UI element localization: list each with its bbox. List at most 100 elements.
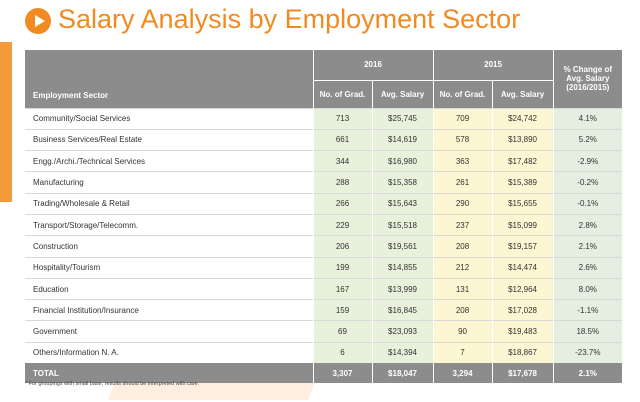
cell: 237 bbox=[432, 213, 493, 236]
cell: -0.2% bbox=[552, 171, 623, 194]
cell: Hospitality/Tourism bbox=[25, 256, 313, 279]
cell: 266 bbox=[312, 192, 372, 215]
cell: 212 bbox=[432, 256, 493, 279]
total-row: TOTAL 3,307 $18,047 3,294 $17,678 2.1% bbox=[25, 363, 623, 384]
cell: $19,483 bbox=[491, 320, 554, 343]
cell: $15,655 bbox=[491, 192, 554, 215]
cell: $14,474 bbox=[491, 256, 554, 279]
cell: $15,389 bbox=[491, 171, 554, 194]
cell: 713 bbox=[312, 107, 372, 130]
header-cell: No. of Grad. bbox=[432, 79, 493, 108]
group-header: 2015 bbox=[432, 50, 554, 80]
data-row: Engg./Archi./Technical Services 344 $16,98… bbox=[25, 150, 623, 172]
cell: $15,099 bbox=[491, 213, 554, 236]
data-row: Financial Institution/Insurance 159 $16,84… bbox=[25, 299, 623, 321]
cell: Community/Social Services bbox=[25, 107, 313, 130]
cell: Government bbox=[25, 320, 313, 343]
data-row: Hospitality/Tourism 199 $14,855 212 $14,474 2… bbox=[25, 256, 623, 279]
cell: -23.7% bbox=[552, 341, 623, 364]
cell: $24,742 bbox=[491, 107, 554, 130]
cell: 208 bbox=[432, 235, 493, 258]
cell: 18.5% bbox=[552, 320, 623, 343]
header-row: No. of Grad. Avg. Salary No. of Grad. Avg. … bbox=[25, 79, 622, 108]
data-row: Manufacturing 288 $15,358 261 $15,389 -0.2% bbox=[25, 171, 623, 194]
cell: 344 bbox=[312, 150, 372, 172]
header-cell: No. of Grad. bbox=[312, 79, 372, 108]
cell: $17,028 bbox=[491, 299, 554, 321]
data-row: Community/Social Services 713 $25,745 709 $2… bbox=[25, 107, 623, 130]
cell: Engg./Archi./Technical Services bbox=[25, 150, 313, 172]
cell: 5.2% bbox=[552, 128, 623, 151]
cell: $15,643 bbox=[371, 192, 434, 215]
cell: 2.6% bbox=[552, 256, 623, 279]
cell: 2.8% bbox=[552, 213, 623, 236]
data-row: Education 167 $13,999 131 $12,964 8.0% bbox=[25, 277, 623, 300]
cell: 159 bbox=[312, 299, 372, 321]
cell: 4.1% bbox=[552, 107, 623, 130]
cell: $15,518 bbox=[371, 213, 434, 236]
cell: -2.9% bbox=[552, 150, 623, 172]
cell: -0.1% bbox=[552, 192, 623, 215]
cell: 7 bbox=[432, 341, 493, 364]
cell: 206 bbox=[312, 235, 372, 258]
header-row: Employment Sector 2016 2015% Change of Avg… bbox=[25, 50, 623, 108]
cell: -1.1% bbox=[552, 299, 623, 321]
cell: Trading/Wholesale & Retail bbox=[25, 192, 313, 215]
cell: Financial Institution/Insurance bbox=[25, 299, 313, 321]
cell: 578 bbox=[432, 128, 493, 151]
play-icon bbox=[25, 8, 51, 34]
cell: $16,980 bbox=[371, 150, 434, 172]
total-cell: TOTAL bbox=[25, 363, 313, 384]
cell: 167 bbox=[312, 277, 372, 300]
salary-table: Employment Sector 2016 2015% Change of Avg… bbox=[25, 50, 623, 384]
cell: $14,855 bbox=[371, 256, 434, 279]
header-cell: Employment Sector bbox=[25, 50, 313, 108]
data-row: Trading/Wholesale & Retail 266 $15,643 290 $… bbox=[25, 192, 623, 215]
cell: 363 bbox=[432, 150, 493, 172]
title: Salary Analysis by Employment Sector bbox=[58, 4, 521, 34]
cell: 2.1% bbox=[552, 235, 623, 258]
total-cell: 2.1% bbox=[552, 363, 623, 384]
total-cell: 3,294 bbox=[432, 363, 493, 384]
cell: $16,845 bbox=[371, 299, 434, 321]
cell: 8.0% bbox=[552, 277, 623, 300]
data-row: Transport/Storage/Telecomm. 229 $15,518 237… bbox=[25, 213, 623, 236]
cell: 199 bbox=[312, 256, 372, 279]
cell: 131 bbox=[432, 277, 493, 300]
cell: Transport/Storage/Telecomm. bbox=[25, 213, 313, 236]
cell: $13,890 bbox=[491, 128, 554, 151]
data-row: Business Services/Real Estate 661 $14,619 5… bbox=[25, 128, 623, 151]
total-cell: $18,047 bbox=[371, 363, 434, 384]
cell: 69 bbox=[312, 320, 372, 343]
cell: Education bbox=[25, 277, 313, 300]
cell: $12,964 bbox=[491, 277, 554, 300]
cell: 661 bbox=[312, 128, 372, 151]
cell: $14,619 bbox=[371, 128, 434, 151]
footnote: * For groupings with small base, results… bbox=[25, 381, 200, 387]
cell: Business Services/Real Estate bbox=[25, 128, 313, 151]
cell: $23,093 bbox=[371, 320, 434, 343]
group-header: 2016 bbox=[312, 50, 434, 80]
cell: 261 bbox=[432, 171, 493, 194]
cell: 6 bbox=[312, 341, 372, 364]
cell: 229 bbox=[312, 213, 372, 236]
side-bar bbox=[0, 42, 12, 202]
header-cell: Avg. Salary bbox=[371, 79, 434, 108]
group-header: % Change of Avg. Salary (2016/2015) bbox=[552, 50, 623, 108]
cell: $15,358 bbox=[371, 171, 434, 194]
cell: 709 bbox=[432, 107, 493, 130]
cell: $14,394 bbox=[371, 341, 434, 364]
cell: $25,745 bbox=[371, 107, 434, 130]
data-row: Others/Information N. A. 6 $14,394 7 $18,867… bbox=[25, 341, 623, 364]
header-cell: Avg. Salary bbox=[491, 79, 554, 108]
data-row: Construction 206 $19,561 208 $19,157 2.1% bbox=[25, 235, 623, 258]
cell: $19,157 bbox=[491, 235, 554, 258]
cell: 288 bbox=[312, 171, 372, 194]
cell: $19,561 bbox=[371, 235, 434, 258]
cell: 290 bbox=[432, 192, 493, 215]
cell: Construction bbox=[25, 235, 313, 258]
total-cell: 3,307 bbox=[312, 363, 372, 384]
cell: 90 bbox=[432, 320, 493, 343]
cell: $18,867 bbox=[491, 341, 554, 364]
